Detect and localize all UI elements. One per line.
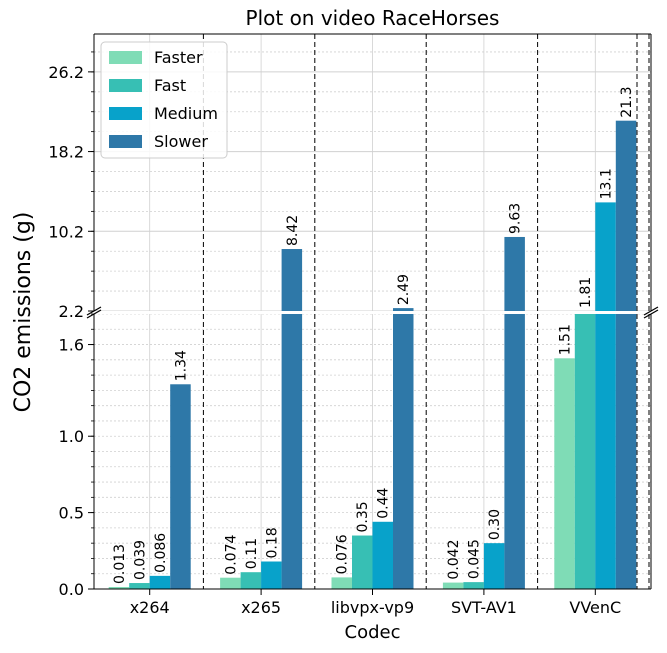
- bar-value-label: 0.18: [264, 527, 280, 558]
- axes-layer: 2.2 10.2 18.2 26.2 0.0 0.5 1.0 1.6 x264 x265 libvp…: [48, 33, 659, 617]
- bar-value-label: 1.34: [173, 350, 189, 381]
- x-axis-label: Codec: [345, 622, 401, 643]
- bar: [220, 577, 241, 589]
- axis-break-mark: [643, 306, 659, 316]
- bars-layer: [108, 120, 637, 589]
- bar-value-label: 0.35: [355, 501, 371, 532]
- bar-value-label: 0.11: [244, 538, 260, 569]
- legend-swatch: [109, 79, 142, 92]
- bar: [574, 314, 596, 589]
- bar: [240, 572, 262, 589]
- bar: [149, 575, 171, 589]
- y-tick-label: 1.6: [59, 336, 84, 355]
- bar-value-label: 0.30: [487, 509, 503, 540]
- y-tick-label: 0.0: [59, 580, 84, 599]
- y-tick-label: 1.0: [59, 427, 84, 446]
- bar-value-label: 0.045: [467, 539, 483, 579]
- bar-value-label: 2.49: [396, 274, 412, 305]
- y-axis-label: CO2 emissions (g): [11, 212, 36, 413]
- axis-break-mark: [643, 309, 659, 319]
- y-tick-label: 26.2: [48, 63, 84, 82]
- legend-label: Faster: [154, 48, 203, 67]
- bar: [483, 543, 505, 589]
- bar-value-label: 0.076: [335, 534, 351, 574]
- bar-value-label: 0.042: [446, 539, 462, 579]
- bar: [615, 314, 637, 589]
- bar: [108, 587, 130, 589]
- legend-swatch: [109, 135, 142, 148]
- y-tick-label: 2.2: [59, 302, 84, 321]
- x-tick-label: SVT-AV1: [451, 598, 517, 617]
- bar: [463, 582, 484, 589]
- bar: [595, 314, 616, 589]
- bar-value-label: 1.51: [558, 324, 574, 355]
- bar-value-label: 13.1: [599, 168, 615, 199]
- bar-value-label: 0.013: [112, 544, 128, 584]
- bar: [615, 120, 637, 312]
- legend-swatch: [109, 51, 142, 64]
- chart-title: Plot on video RaceHorses: [246, 6, 500, 30]
- bar-value-label: 0.086: [153, 533, 169, 573]
- x-tick-label: x265: [241, 598, 281, 617]
- bar: [442, 582, 464, 589]
- bar: [331, 577, 352, 589]
- bar-value-label: 8.42: [285, 215, 301, 246]
- bar: [595, 202, 616, 311]
- y-tick-label: 0.5: [59, 504, 84, 523]
- labels-layer: 0.013 0.039 0.086 1.34 0.074 0.11 0.18 8.42 0.07…: [112, 87, 635, 584]
- bar: [261, 561, 282, 589]
- bar: [352, 535, 373, 589]
- bar-value-label: 21.3: [619, 87, 635, 118]
- legend-swatch: [109, 107, 142, 120]
- legend: Faster Fast Medium Slower: [100, 41, 228, 159]
- bar-value-label: 1.81: [578, 277, 594, 308]
- bar: [504, 314, 525, 589]
- bar-value-label: 9.63: [508, 203, 524, 234]
- bar: [393, 314, 414, 589]
- axis-break-gap: [93, 311, 652, 314]
- legend-label: Medium: [154, 104, 218, 123]
- bar: [554, 358, 575, 589]
- x-tick-label: libvpx-vp9: [331, 598, 414, 617]
- bar: [393, 308, 414, 311]
- bar: [372, 521, 393, 589]
- x-tick-label: x264: [130, 598, 170, 617]
- bar-value-label: 0.074: [223, 535, 239, 575]
- legend-label: Fast: [154, 76, 186, 95]
- x-tick-label: VVenC: [569, 598, 621, 617]
- bar: [281, 314, 303, 589]
- bar-value-label: 0.44: [376, 488, 392, 519]
- legend-label: Slower: [154, 132, 208, 151]
- bar: [281, 249, 303, 311]
- bar: [129, 583, 150, 589]
- y-tick-label: 18.2: [48, 143, 84, 162]
- legend-box: [100, 41, 228, 159]
- bar: [504, 236, 525, 311]
- y-tick-label: 10.2: [48, 222, 84, 241]
- bar-value-label: 0.039: [132, 540, 148, 580]
- bar: [170, 384, 191, 589]
